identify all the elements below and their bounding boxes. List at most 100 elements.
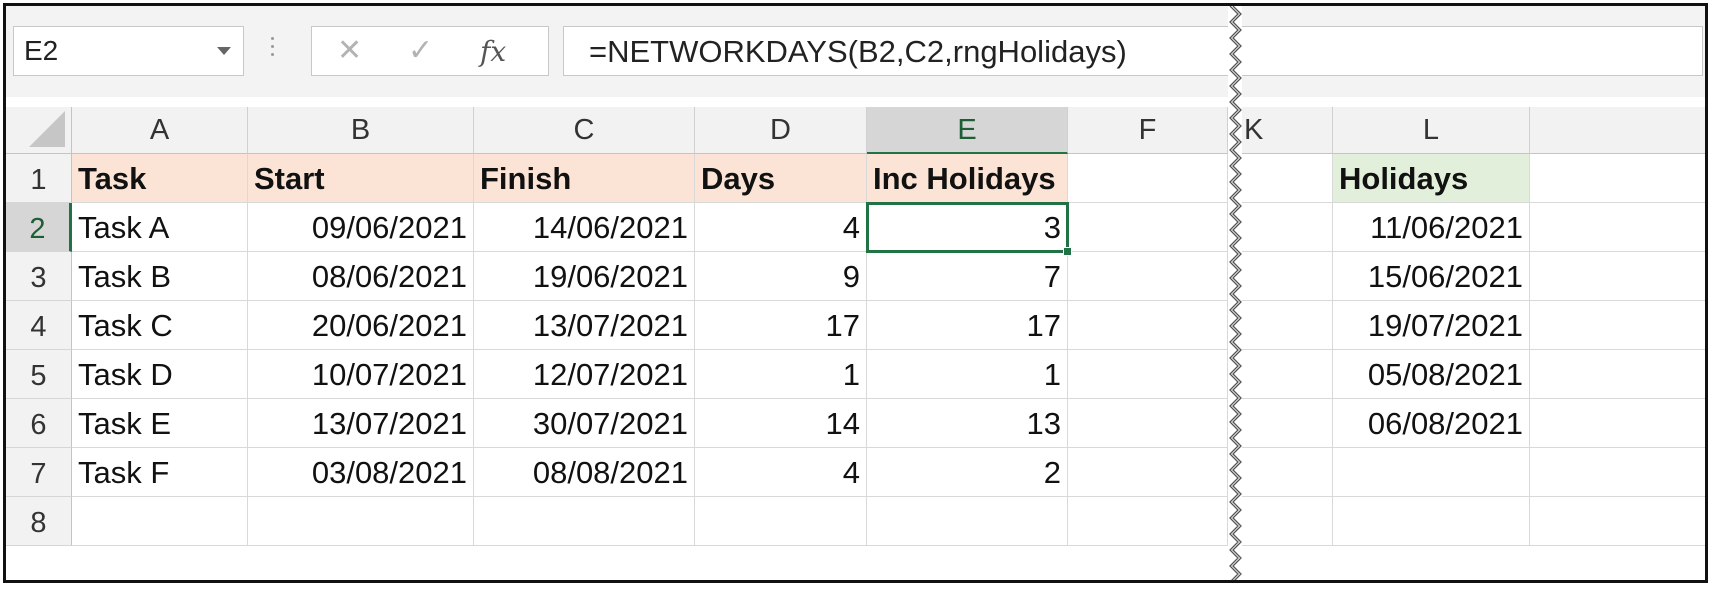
cell-c3[interactable]: 19/06/2021 — [474, 252, 695, 301]
cell-a3[interactable]: Task B — [72, 252, 248, 301]
cell-c2[interactable]: 14/06/2021 — [474, 203, 695, 252]
cancel-icon[interactable]: ✕ — [337, 34, 363, 67]
cell-f1[interactable] — [1068, 154, 1228, 203]
cell-d4[interactable]: 17 — [695, 301, 867, 350]
excel-window: E2 ✕ ✓ fx =NETWORKDAYS(B2,C2,rngHolidays… — [3, 3, 1708, 583]
cell-d1[interactable]: Days — [695, 154, 867, 203]
select-all-corner[interactable] — [6, 107, 72, 154]
cell-f3[interactable] — [1068, 252, 1228, 301]
vertical-dots-icon — [269, 32, 275, 68]
cell-k3[interactable] — [1242, 252, 1333, 301]
cell-f4[interactable] — [1068, 301, 1228, 350]
cell-a6[interactable]: Task E — [72, 399, 248, 448]
cell-k5[interactable] — [1242, 350, 1333, 399]
column-header-k[interactable]: K — [1242, 107, 1333, 154]
cell-l7[interactable] — [1333, 448, 1530, 497]
insert-function-icon[interactable]: fx — [480, 35, 507, 68]
cell-e5[interactable]: 1 — [867, 350, 1068, 399]
row-header-7[interactable]: 7 — [6, 448, 72, 497]
cell-l1[interactable]: Holidays — [1333, 154, 1530, 203]
cell-b3[interactable]: 08/06/2021 — [248, 252, 474, 301]
column-header-blank — [1530, 107, 1705, 154]
column-break-zigzag — [1228, 6, 1242, 580]
cell-f7[interactable] — [1068, 448, 1228, 497]
row-header-1[interactable]: 1 — [6, 154, 72, 203]
cell-l3[interactable]: 15/06/2021 — [1333, 252, 1530, 301]
cell-k4[interactable] — [1242, 301, 1333, 350]
cell-f5[interactable] — [1068, 350, 1228, 399]
cell-e3[interactable]: 7 — [867, 252, 1068, 301]
column-header-l[interactable]: L — [1333, 107, 1530, 154]
cell-b2[interactable]: 09/06/2021 — [248, 203, 474, 252]
cell-c4[interactable]: 13/07/2021 — [474, 301, 695, 350]
cell-a7[interactable]: Task F — [72, 448, 248, 497]
row-header-3[interactable]: 3 — [6, 252, 72, 301]
cell-e1[interactable]: Inc Holidays — [867, 154, 1068, 203]
column-header-f[interactable]: F — [1068, 107, 1228, 154]
cell-k7[interactable] — [1242, 448, 1333, 497]
cell-e7[interactable]: 2 — [867, 448, 1068, 497]
column-header-b[interactable]: B — [248, 107, 474, 154]
column-header-c[interactable]: C — [474, 107, 695, 154]
cell-m4[interactable] — [1530, 301, 1705, 350]
cell-a8[interactable] — [72, 497, 248, 546]
cell-k2[interactable] — [1242, 203, 1333, 252]
check-icon[interactable]: ✓ — [408, 34, 434, 67]
name-box[interactable]: E2 — [13, 26, 244, 76]
cell-m3[interactable] — [1530, 252, 1705, 301]
cell-b5[interactable]: 10/07/2021 — [248, 350, 474, 399]
cell-b4[interactable]: 20/06/2021 — [248, 301, 474, 350]
cell-m2[interactable] — [1530, 203, 1705, 252]
cell-l8[interactable] — [1333, 497, 1530, 546]
cell-c1[interactable]: Finish — [474, 154, 695, 203]
row-header-6[interactable]: 6 — [6, 399, 72, 448]
cell-a2[interactable]: Task A — [72, 203, 248, 252]
chevron-down-icon[interactable] — [217, 47, 231, 55]
column-header-a[interactable]: A — [72, 107, 248, 154]
cell-m6[interactable] — [1530, 399, 1705, 448]
cell-d3[interactable]: 9 — [695, 252, 867, 301]
cell-c8[interactable] — [474, 497, 695, 546]
row-header-5[interactable]: 5 — [6, 350, 72, 399]
cell-d2[interactable]: 4 — [695, 203, 867, 252]
row-header-4[interactable]: 4 — [6, 301, 72, 350]
fill-handle[interactable] — [1063, 247, 1072, 256]
cell-a5[interactable]: Task D — [72, 350, 248, 399]
cell-l6[interactable]: 06/08/2021 — [1333, 399, 1530, 448]
cell-b1[interactable]: Start — [248, 154, 474, 203]
cell-m7[interactable] — [1530, 448, 1705, 497]
cell-d7[interactable]: 4 — [695, 448, 867, 497]
cell-d8[interactable] — [695, 497, 867, 546]
cell-l2[interactable]: 11/06/2021 — [1333, 203, 1530, 252]
cell-f8[interactable] — [1068, 497, 1228, 546]
cell-m1[interactable] — [1530, 154, 1705, 203]
cell-e4[interactable]: 17 — [867, 301, 1068, 350]
cell-d5[interactable]: 1 — [695, 350, 867, 399]
cell-k6[interactable] — [1242, 399, 1333, 448]
row-header-8[interactable]: 8 — [6, 497, 72, 546]
cell-m5[interactable] — [1530, 350, 1705, 399]
cell-e6[interactable]: 13 — [867, 399, 1068, 448]
cell-m8[interactable] — [1530, 497, 1705, 546]
cell-k1[interactable] — [1242, 154, 1333, 203]
column-header-e[interactable]: E — [867, 107, 1068, 154]
cell-f2[interactable] — [1068, 203, 1228, 252]
cell-l4[interactable]: 19/07/2021 — [1333, 301, 1530, 350]
cell-c7[interactable]: 08/08/2021 — [474, 448, 695, 497]
column-header-d[interactable]: D — [695, 107, 867, 154]
cell-d6[interactable]: 14 — [695, 399, 867, 448]
cell-a1[interactable]: Task — [72, 154, 248, 203]
cell-b6[interactable]: 13/07/2021 — [248, 399, 474, 448]
cell-b8[interactable] — [248, 497, 474, 546]
cell-c5[interactable]: 12/07/2021 — [474, 350, 695, 399]
cell-e8[interactable] — [867, 497, 1068, 546]
formula-bar-area: E2 ✕ ✓ fx =NETWORKDAYS(B2,C2,rngHolidays… — [6, 6, 1705, 97]
formula-input[interactable]: =NETWORKDAYS(B2,C2,rngHolidays) — [563, 26, 1703, 76]
cell-k8[interactable] — [1242, 497, 1333, 546]
cell-l5[interactable]: 05/08/2021 — [1333, 350, 1530, 399]
row-header-2[interactable]: 2 — [6, 203, 72, 252]
cell-c6[interactable]: 30/07/2021 — [474, 399, 695, 448]
cell-f6[interactable] — [1068, 399, 1228, 448]
cell-a4[interactable]: Task C — [72, 301, 248, 350]
cell-b7[interactable]: 03/08/2021 — [248, 448, 474, 497]
